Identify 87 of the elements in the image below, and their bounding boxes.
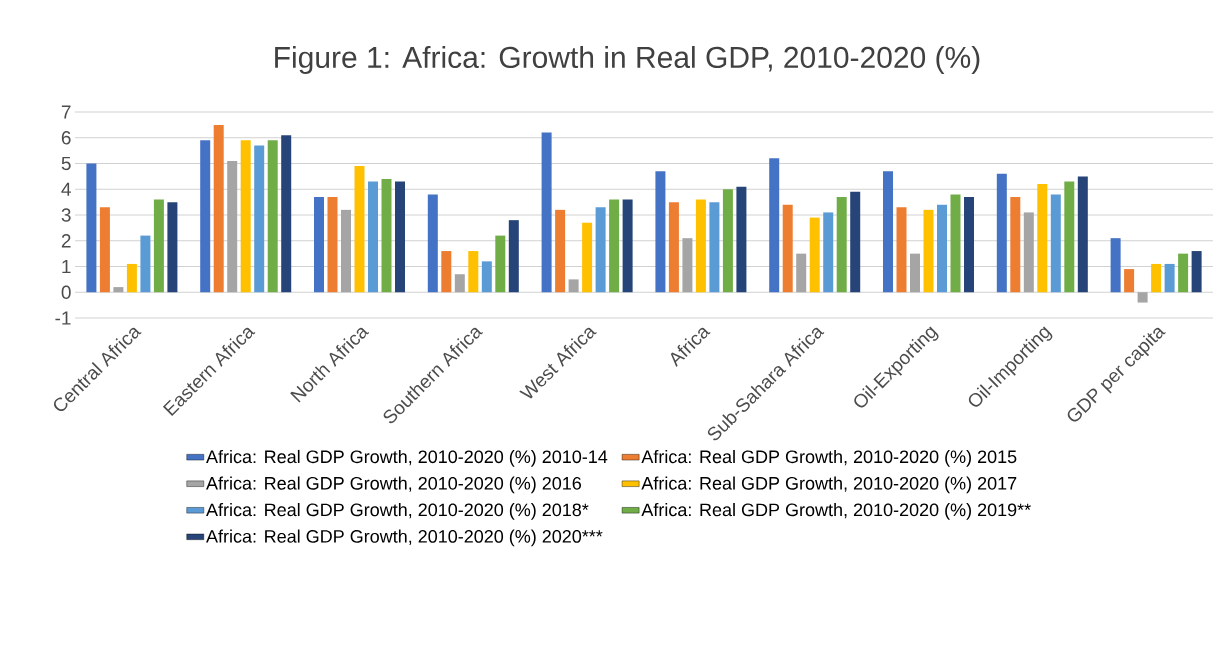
bar <box>1064 181 1075 293</box>
bar <box>427 194 438 293</box>
legend-label: Africa: Real GDP Growth, 2010-2020 (%) 2018* <box>206 503 589 520</box>
bar <box>153 199 164 293</box>
bar <box>555 209 566 293</box>
bar <box>682 238 693 293</box>
chart-title: Figure 1: Africa: Growth in Real GDP, 2010-2020 (%) <box>275 46 980 74</box>
bar <box>267 140 278 293</box>
bar <box>809 217 820 293</box>
bar <box>1023 212 1034 293</box>
bar <box>722 189 733 293</box>
y-tick-label: 5 <box>61 156 71 171</box>
bar <box>240 140 251 293</box>
bar <box>1178 253 1189 293</box>
bar <box>1124 269 1135 293</box>
bar <box>609 199 620 293</box>
bar <box>836 196 847 293</box>
bar <box>495 235 506 293</box>
bar <box>655 171 666 293</box>
legend-label: Africa: Real GDP Growth, 2010-2020 (%) 2020*** <box>206 529 603 547</box>
bar <box>1110 238 1121 293</box>
bar <box>769 158 780 293</box>
bar <box>99 207 110 293</box>
bar <box>996 173 1007 293</box>
bar <box>1037 184 1048 293</box>
bar <box>1077 176 1088 293</box>
bar <box>796 253 807 293</box>
bar <box>1010 196 1021 293</box>
bar <box>281 135 292 293</box>
bar <box>508 220 519 293</box>
bar <box>167 202 178 293</box>
bar <box>1151 263 1162 293</box>
bar <box>481 261 492 293</box>
bar <box>454 274 465 293</box>
bar <box>113 287 124 293</box>
y-tick-label: 7 <box>61 105 71 119</box>
bar <box>782 204 793 293</box>
legend-label: Africa: Real GDP Growth, 2010-2020 (%) 2010-14 <box>206 449 608 467</box>
y-tick-label: 3 <box>61 208 71 222</box>
bar <box>823 212 834 293</box>
bar <box>582 222 593 293</box>
bar <box>368 181 379 293</box>
bar <box>1050 194 1061 293</box>
y-tick-label: 6 <box>61 131 71 145</box>
bar <box>736 186 747 293</box>
legend-label: Africa: Real GDP Growth, 2010-2020 (%) 2019** <box>641 503 1031 520</box>
bar <box>395 181 406 293</box>
bar <box>86 163 97 293</box>
bar <box>1164 263 1175 293</box>
bar <box>126 263 137 293</box>
bar <box>1137 292 1148 303</box>
bar <box>381 178 392 293</box>
bar <box>910 253 921 293</box>
bar <box>709 202 720 293</box>
y-tick-label: -1 <box>55 311 71 325</box>
y-tick-label: 2 <box>61 234 71 248</box>
bar <box>668 202 679 293</box>
y-tick-label: 0 <box>61 285 71 299</box>
bar <box>568 279 579 293</box>
bar <box>227 160 238 293</box>
legend-label: Africa: Real GDP Growth, 2010-2020 (%) 2015 <box>641 449 1017 467</box>
bar <box>622 199 633 293</box>
bar <box>213 124 224 293</box>
bar <box>950 194 961 293</box>
bar <box>695 199 706 293</box>
bar <box>595 207 606 293</box>
legend-label: Africa: Real GDP Growth, 2010-2020 (%) 2017 <box>641 476 1017 494</box>
bar <box>1191 251 1202 293</box>
bar <box>896 207 907 293</box>
bar <box>341 209 352 293</box>
bar <box>441 251 452 293</box>
bar <box>541 132 552 293</box>
bar <box>850 191 861 293</box>
bar <box>314 196 325 293</box>
y-tick-label: 1 <box>62 259 71 274</box>
legend-label: Africa: Real GDP Growth, 2010-2020 (%) 2016 <box>206 476 582 494</box>
bar <box>883 171 894 293</box>
bar <box>140 235 151 293</box>
bar <box>937 204 948 293</box>
bar <box>200 140 211 293</box>
bar <box>923 209 934 293</box>
y-tick-label: 4 <box>61 182 71 196</box>
bar <box>354 166 365 293</box>
bar <box>327 196 338 293</box>
bar <box>254 145 265 293</box>
bar <box>964 196 975 293</box>
bar <box>468 251 479 293</box>
